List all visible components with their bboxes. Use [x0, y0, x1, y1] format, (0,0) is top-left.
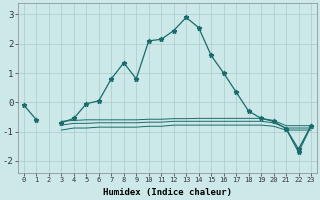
- X-axis label: Humidex (Indice chaleur): Humidex (Indice chaleur): [103, 188, 232, 197]
